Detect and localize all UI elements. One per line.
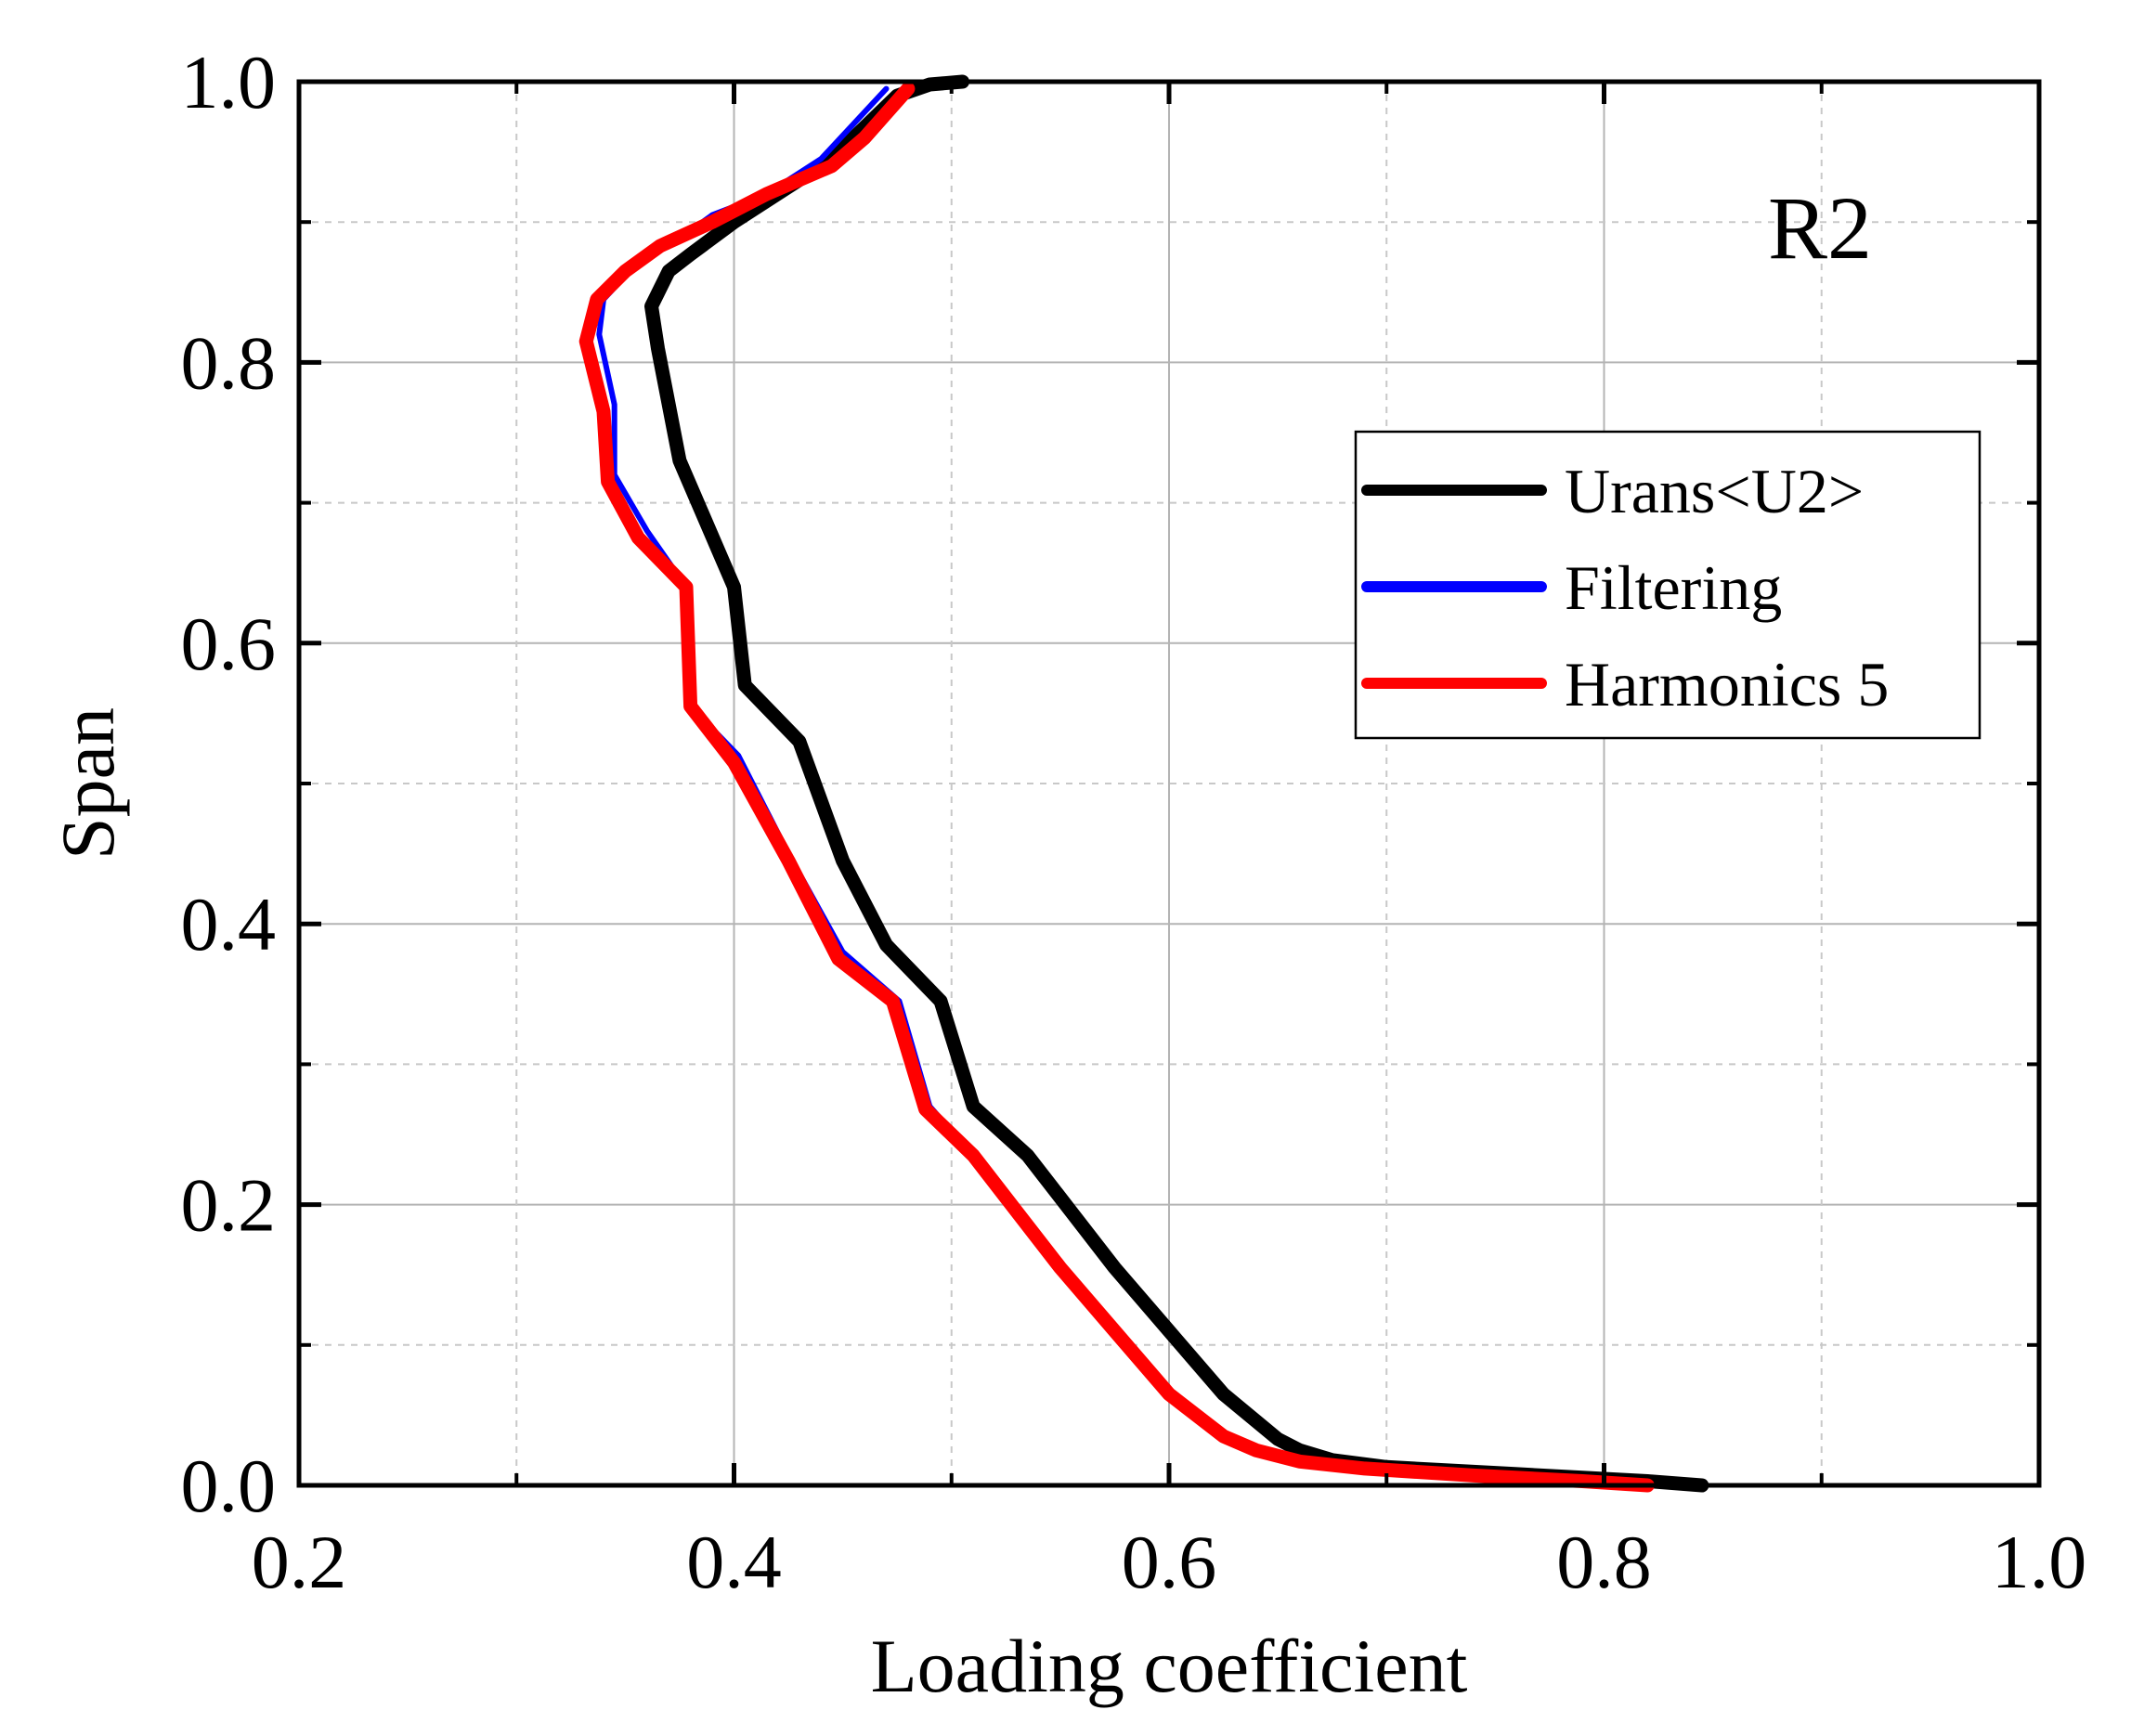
series-layer xyxy=(578,74,1709,1493)
x-tick-label: 0.2 xyxy=(252,1520,347,1604)
y-tick-label: 0.2 xyxy=(181,1163,277,1248)
legend-label-harmonics: Harmonics 5 xyxy=(1565,649,1889,719)
x-tick-label: 1.0 xyxy=(1992,1520,2087,1604)
series-line-0 xyxy=(644,74,1709,1493)
x-tick-label: 0.4 xyxy=(686,1520,782,1604)
legend-label-filtering: Filtering xyxy=(1565,552,1782,623)
panel-label: R2 xyxy=(1768,178,1872,278)
x-tick-label: 0.8 xyxy=(1556,1520,1652,1604)
y-tick-label: 0.6 xyxy=(181,602,277,686)
y-tick-label: 0.8 xyxy=(181,320,277,405)
y-axis-label: Span xyxy=(45,707,130,860)
ticks: 0.2 0.4 0.6 0.8 1.00.00.20.40.60.81.0 xyxy=(181,40,2087,1604)
y-tick-label: 0.0 xyxy=(181,1444,277,1528)
y-tick-label: 1.0 xyxy=(181,40,277,124)
y-tick-label: 0.4 xyxy=(181,882,277,966)
series-line-2 xyxy=(578,82,1655,1493)
x-axis-label: Loading coefficient xyxy=(871,1624,1468,1708)
legend-label-urans: Urans<U2> xyxy=(1565,456,1864,526)
x-tick-label: 0.6 xyxy=(1122,1520,1217,1604)
legend: Urans<U2> Filtering Harmonics 5 xyxy=(1354,430,1982,740)
grid xyxy=(298,81,2040,1486)
